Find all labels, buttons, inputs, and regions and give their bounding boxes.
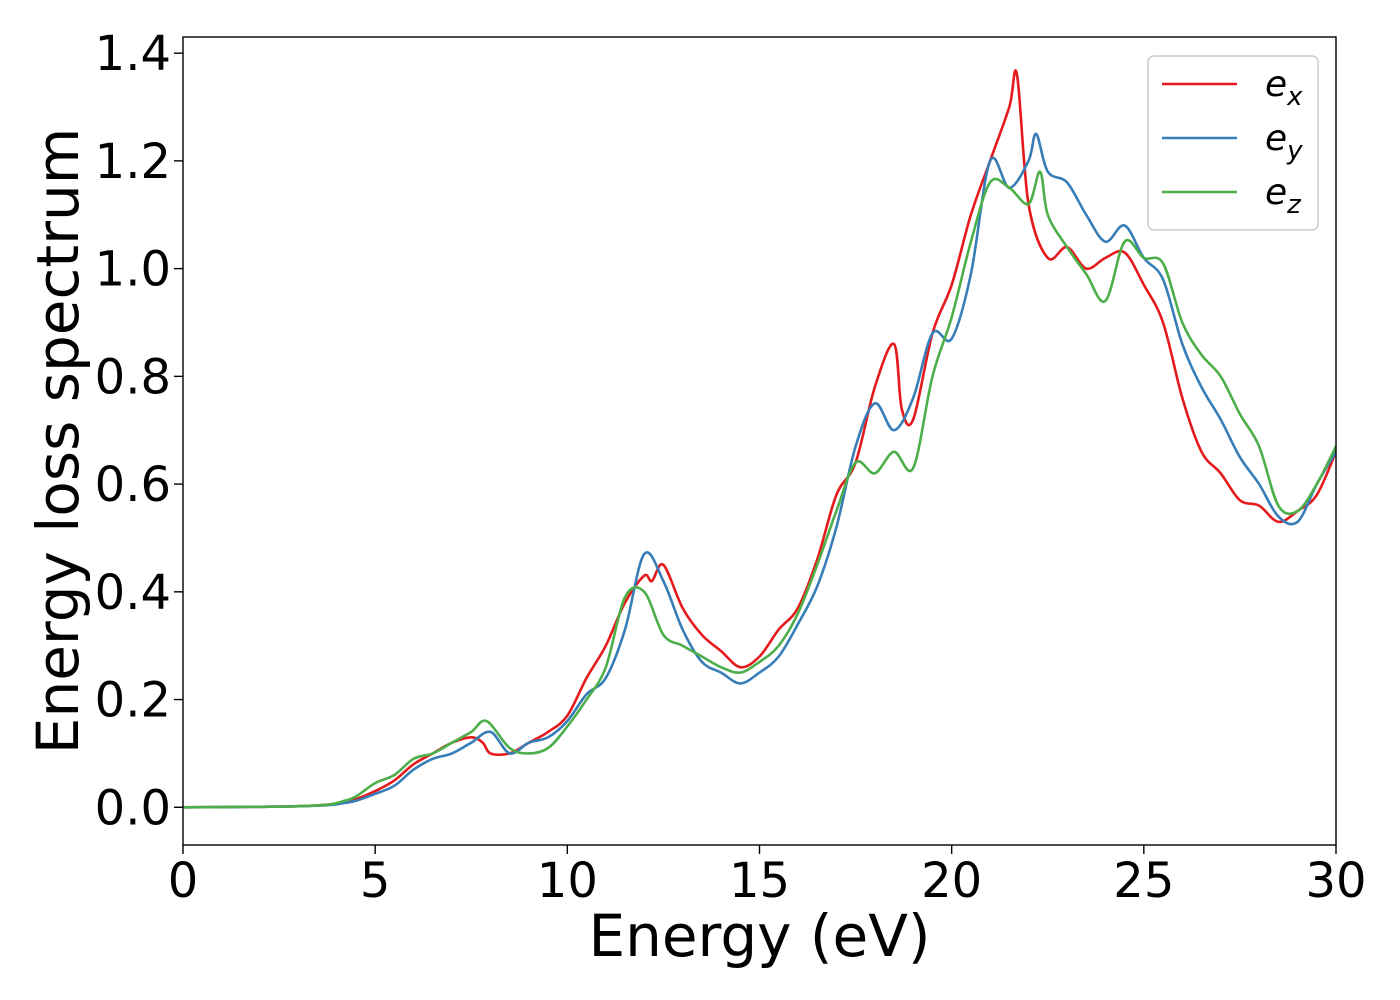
- y-tick-label: 1.2: [95, 134, 171, 190]
- series-layer: [183, 69, 1336, 809]
- x-tick-label: 5: [360, 853, 391, 909]
- x-axis-title: Energy (eV): [588, 902, 930, 970]
- y-tick-label: 0.4: [95, 565, 171, 621]
- legend-label-z: ez: [1265, 172, 1302, 220]
- legend: ex ey ez: [1147, 55, 1319, 231]
- y-tick-label: 0.2: [95, 673, 171, 729]
- series-line-z: [183, 170, 1336, 809]
- series-line-y: [183, 132, 1336, 809]
- x-tick-label: 25: [1113, 853, 1174, 909]
- y-tick-label: 1.0: [95, 242, 171, 298]
- x-tick-label: 30: [1305, 853, 1366, 909]
- x-tick-label: 15: [729, 853, 790, 909]
- y-tick-label: 1.4: [95, 26, 171, 82]
- legend-box: [1147, 55, 1319, 231]
- y-axis-title: Energy loss spectrum: [24, 128, 92, 754]
- x-tick-label: 20: [921, 853, 982, 909]
- x-tick-label: 10: [537, 853, 598, 909]
- y-tick-label: 0.0: [95, 780, 171, 836]
- y-axis: 0.0 0.2 0.4 0.6 0.8 1.0 1.2 1.4: [95, 26, 183, 836]
- y-tick-label: 0.6: [95, 457, 171, 513]
- x-axis: 0 5 10 15 20 25 30: [168, 845, 1367, 909]
- y-tick-label: 0.8: [95, 349, 171, 405]
- legend-label-y: ey: [1265, 118, 1303, 166]
- legend-label-x: ex: [1265, 64, 1303, 112]
- x-tick-label: 0: [168, 853, 199, 909]
